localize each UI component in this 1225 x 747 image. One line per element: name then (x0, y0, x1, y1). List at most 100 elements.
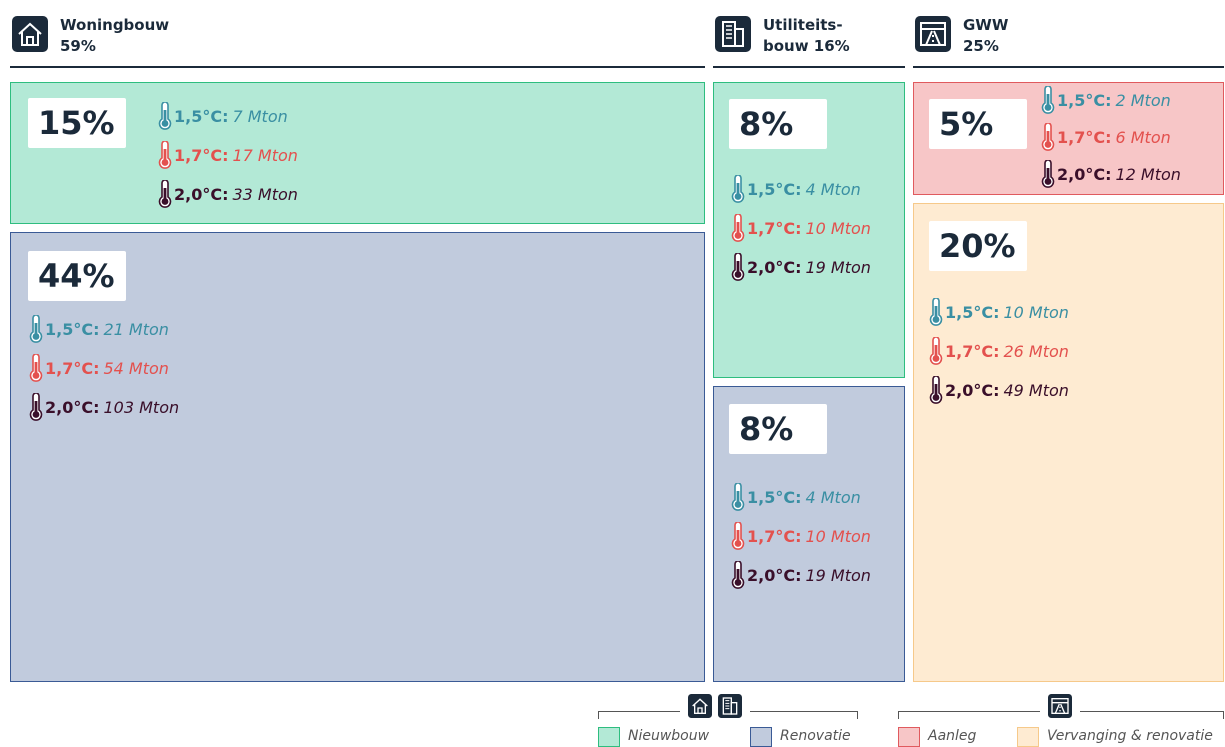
scenario-label: 2,0°C: (945, 380, 1000, 400)
thermometer-icon (158, 179, 172, 208)
scenario: 1,5°C: 10 Mton (929, 297, 1069, 327)
legend-icon-svg (1048, 694, 1072, 718)
block: 8% 1,5°C: 4 Mton 1,7°C: 10 Mton 2,0°C: 19 Mton (713, 386, 905, 682)
scenario-label: 1,5°C: (747, 487, 802, 507)
thermometer-icon (731, 521, 745, 550)
thermometer-icon (1041, 122, 1055, 151)
scenario: 1,5°C: 4 Mton (731, 482, 861, 512)
scenario-label: 1,5°C: (45, 319, 100, 339)
legend-swatch (598, 727, 620, 747)
scenario: 2,0°C: 12 Mton (1041, 159, 1181, 189)
scenario: 1,7°C: 17 Mton (158, 140, 298, 170)
scenario: 2,0°C: 19 Mton (731, 560, 871, 590)
legend-swatch (750, 727, 772, 747)
scenario-label: 1,7°C: (945, 341, 1000, 361)
scenario-value: 33 Mton (232, 184, 298, 204)
scenario-value: 2 Mton (1115, 90, 1171, 110)
thermometer-icon (158, 101, 172, 130)
thermometer-icon (929, 336, 943, 365)
legend-swatch (1017, 727, 1039, 747)
block: 8% 1,5°C: 4 Mton 1,7°C: 10 Mton 2,0°C: 19 Mton (713, 82, 905, 378)
legend-swatch (898, 727, 920, 747)
thermometer (1041, 122, 1055, 151)
thermometer-icon (929, 375, 943, 404)
thermometer (1041, 85, 1055, 114)
thermometer-icon (731, 174, 745, 203)
scenario: 2,0°C: 33 Mton (158, 179, 298, 209)
scenario-label: 2,0°C: (1057, 164, 1112, 184)
scenario-value: 19 Mton (805, 565, 871, 585)
legend-label: Nieuwbouw (628, 728, 710, 744)
scenario-label: 1,5°C: (747, 179, 802, 199)
thermometer (731, 521, 745, 550)
thermometer (731, 252, 745, 281)
thermometer-icon (731, 560, 745, 589)
scenario-value: 103 Mton (103, 397, 180, 417)
scenario-label: 1,7°C: (747, 526, 802, 546)
thermometer (158, 101, 172, 130)
scenario: 1,7°C: 10 Mton (731, 521, 871, 551)
thermometer (929, 297, 943, 326)
scenario: 1,5°C: 7 Mton (158, 101, 288, 131)
scenario: 1,7°C: 6 Mton (1041, 122, 1171, 152)
share-box: 44% (28, 251, 126, 301)
scenario-label: 1,7°C: (45, 358, 100, 378)
thermometer (929, 375, 943, 404)
scenario: 1,5°C: 4 Mton (731, 174, 861, 204)
scenario-label: 1,7°C: (1057, 127, 1112, 147)
thermometer-icon (731, 482, 745, 511)
header-rule (10, 66, 705, 68)
scenario-label: 1,7°C: (747, 218, 802, 238)
thermometer (29, 314, 43, 343)
thermometer-icon (1041, 159, 1055, 188)
scenario-label: 2,0°C: (174, 184, 229, 204)
share-box: 5% (929, 99, 1027, 149)
thermometer (29, 392, 43, 421)
thermometer (929, 336, 943, 365)
scenario-label: 2,0°C: (747, 257, 802, 277)
legend-icon (718, 694, 742, 718)
share-box: 20% (929, 221, 1027, 271)
thermometer (731, 482, 745, 511)
scenario-value: 21 Mton (103, 319, 169, 339)
sector-title: GWW (963, 16, 1009, 34)
scenario-value: 49 Mton (1003, 380, 1069, 400)
scenario: 2,0°C: 103 Mton (29, 392, 179, 422)
scenario: 2,0°C: 19 Mton (731, 252, 871, 282)
header-rule (713, 66, 905, 68)
sector-title: 25% (963, 37, 999, 55)
block: 5% 1,5°C: 2 Mton 1,7°C: 6 Mton 2,0°C: 12 Mton (913, 82, 1224, 195)
scenario: 1,7°C: 54 Mton (29, 353, 169, 383)
scenario-value: 17 Mton (232, 145, 298, 165)
sector-title: Woningbouw (60, 16, 170, 34)
scenario-label: 2,0°C: (45, 397, 100, 417)
thermometer (731, 560, 745, 589)
sector-title: Utiliteits- (763, 16, 843, 34)
thermometer-icon (29, 392, 43, 421)
scenario-label: 1,5°C: (1057, 90, 1112, 110)
scenario-value: 26 Mton (1003, 341, 1069, 361)
block: 15% 1,5°C: 7 Mton 1,7°C: 17 Mton 2,0°C: 33 Mto… (10, 82, 705, 224)
thermometer (158, 140, 172, 169)
scenario-value: 10 Mton (805, 218, 871, 238)
sector-icon (915, 16, 951, 52)
header-rule (913, 66, 1224, 68)
legend-icon-svg (688, 694, 712, 718)
thermometer (29, 353, 43, 382)
scenario: 1,7°C: 10 Mton (731, 213, 871, 243)
thermometer-icon (1041, 85, 1055, 114)
scenario-label: 1,7°C: (174, 145, 229, 165)
sector-icon (715, 16, 751, 52)
scenario-value: 19 Mton (805, 257, 871, 277)
scenario-value: 54 Mton (103, 358, 169, 378)
scenario: 1,5°C: 2 Mton (1041, 85, 1171, 115)
share-box: 15% (28, 98, 126, 148)
thermometer (158, 179, 172, 208)
thermometer-icon (29, 353, 43, 382)
block: 44% 1,5°C: 21 Mton 1,7°C: 54 Mton 2,0°C: 103 M… (10, 232, 705, 682)
thermometer-icon (731, 213, 745, 242)
scenario: 1,7°C: 26 Mton (929, 336, 1069, 366)
sector-icon-svg (915, 16, 951, 52)
scenario: 1,5°C: 21 Mton (29, 314, 169, 344)
